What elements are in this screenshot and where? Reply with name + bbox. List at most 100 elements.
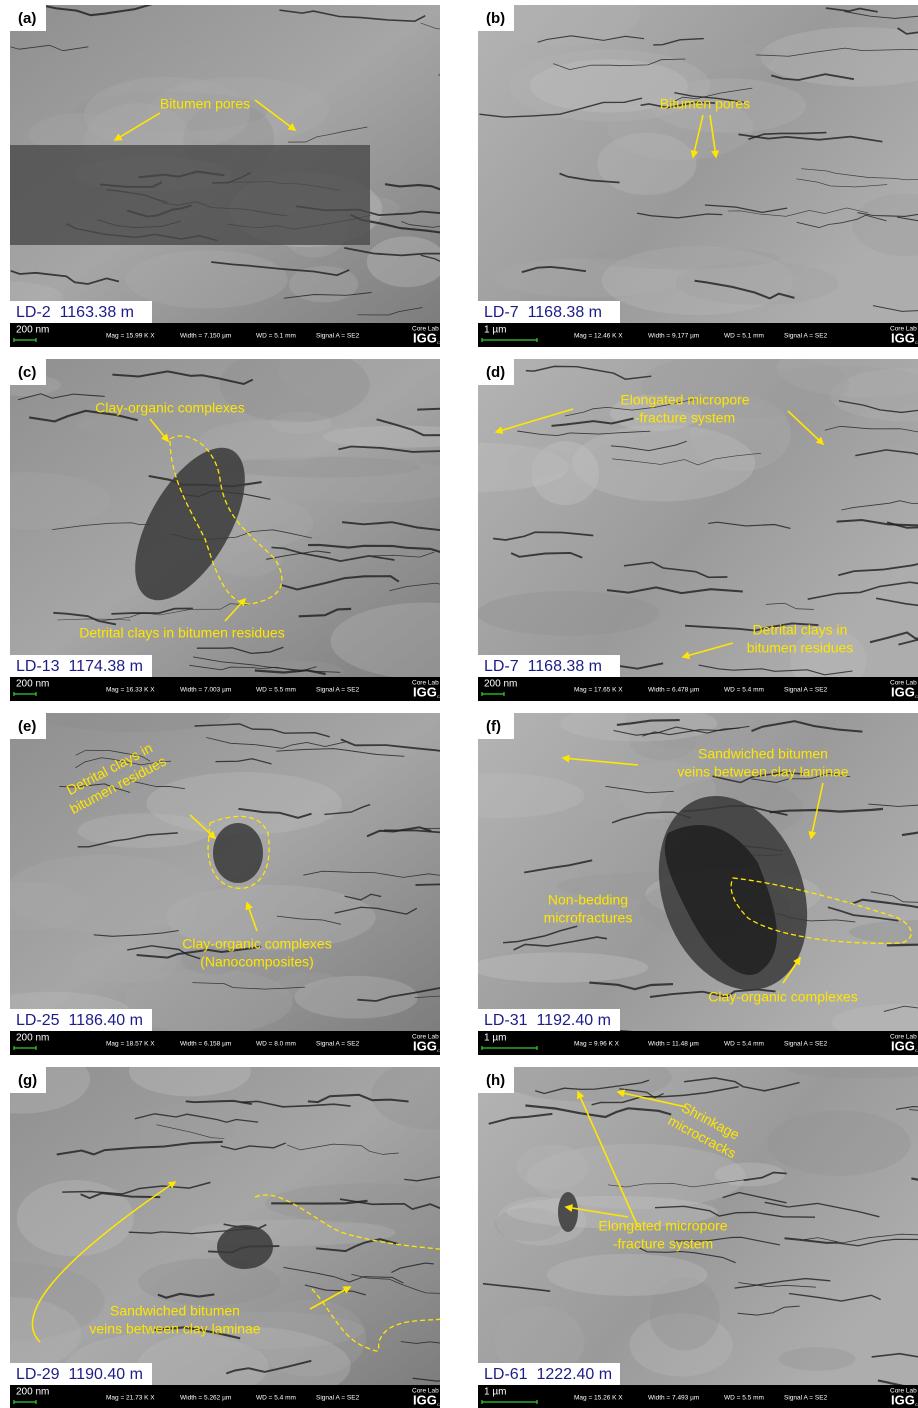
info-wd: WD = 5.1 mm — [724, 333, 764, 340]
grain — [683, 43, 776, 70]
panel-label: (c) — [18, 364, 36, 381]
grain — [641, 352, 849, 419]
annotation: -fracture system — [613, 1236, 713, 1252]
logo-main: IGG — [891, 1038, 915, 1053]
info-mag: Mag = 17.65 K X — [574, 687, 623, 694]
grain — [470, 952, 648, 982]
annotation: bitumen residues — [747, 640, 854, 656]
logo-main: IGG — [891, 684, 915, 699]
micrograph: Sandwiched bitumenveins between clay lam… — [412, 688, 918, 1041]
grain — [547, 1254, 707, 1296]
info-wd: WD = 5.4 mm — [724, 687, 764, 694]
grain — [39, 697, 230, 732]
annotation: Bitumen pores — [660, 96, 750, 112]
logo-sub: CAS — [437, 340, 446, 345]
annotation: Clay-organic complexes — [182, 936, 331, 952]
panel: Sandwiched bitumen veins between clay lam… — [0, 1045, 525, 1408]
annotation: veins between clay laminae — [89, 1321, 260, 1337]
panel-label: (a) — [18, 10, 36, 27]
logo-main: IGG — [891, 1392, 915, 1407]
bitumen-band — [10, 145, 370, 245]
grain — [517, 1145, 589, 1190]
annotation: Detrital clays in bitumen residues — [79, 625, 284, 641]
info-signal: Signal A = SE2 — [784, 1041, 828, 1048]
organic-matter — [558, 1192, 578, 1232]
organic-matter — [217, 1225, 273, 1269]
info-signal: Signal A = SE2 — [316, 1395, 360, 1402]
grain — [715, 1163, 785, 1187]
grain — [367, 236, 447, 287]
panel: ShrinkagemicrocracksElongated micropore-… — [478, 1053, 918, 1408]
micrograph: Clay-organic complexes Detrital clays in … — [0, 335, 522, 681]
annotation: Elongated micropore — [620, 392, 749, 408]
sample-label: LD-13 1174.38 m — [16, 658, 143, 675]
grain — [779, 1347, 855, 1371]
info-mag: Mag = 15.26 K X — [574, 1395, 623, 1402]
info-mag: Mag = 15.99 K X — [106, 333, 155, 340]
panel: Sandwiched bitumenveins between clay lam… — [412, 688, 918, 1055]
info-signal: Signal A = SE2 — [316, 333, 360, 340]
logo-main: IGG — [413, 1038, 437, 1053]
figure: Bitumen pores (a) LD-2 1163.38 m 200 nm Mag … — [0, 0, 918, 1408]
annotation: Sandwiched bitumen — [110, 1303, 240, 1319]
info-width: Width = 6.478 µm — [648, 687, 699, 694]
grain — [224, 457, 421, 478]
micrograph: ShrinkagemicrocracksElongated micropore-… — [478, 1053, 918, 1390]
info-wd: WD = 5.1 mm — [256, 333, 296, 340]
sample-label: LD-29 1190.40 m — [16, 1366, 143, 1383]
scale-text: 1 µm — [484, 325, 506, 336]
info-signal: Signal A = SE2 — [784, 687, 828, 694]
info-width: Width = 6.158 µm — [180, 1041, 231, 1048]
info-width: Width = 11.48 µm — [648, 1041, 699, 1048]
annotation: Bitumen pores — [160, 96, 250, 112]
annotation: Elongated micropore — [598, 1218, 727, 1234]
annotation: -fracture system — [635, 410, 735, 426]
info-width: Width = 7.150 µm — [180, 333, 231, 340]
logo-main: IGG — [413, 684, 437, 699]
micrograph: Bitumen pores — [478, 0, 918, 323]
annotation: Clay-organic complexes — [708, 989, 857, 1005]
micrograph: Sandwiched bitumen veins between clay lam… — [0, 1045, 525, 1405]
logo-main: IGG — [413, 330, 437, 345]
sample-label: LD-25 1186.40 m — [16, 1012, 143, 1029]
sample-label: LD-31 1192.40 m — [484, 1012, 611, 1029]
scale-text: 1 µm — [484, 1387, 506, 1398]
info-wd: WD = 5.4 mm — [256, 1395, 296, 1402]
info-signal: Signal A = SE2 — [784, 1395, 828, 1402]
grain — [139, 1103, 235, 1161]
annotation: (Nanocomposites) — [200, 954, 314, 970]
logo-sub: CAS — [437, 1402, 446, 1407]
panel-label: (h) — [486, 1072, 505, 1089]
annotation: Clay-organic complexes — [95, 400, 244, 416]
panel-label: (f) — [486, 718, 501, 735]
grain — [767, 1111, 910, 1176]
grain — [498, 1053, 672, 1102]
info-wd: WD = 5.5 mm — [256, 687, 296, 694]
grain — [560, 706, 718, 742]
panel: Elongated micropore -fracture system Detri… — [389, 337, 918, 701]
scale-text: 200 nm — [16, 1387, 49, 1398]
logo-sub: CAS — [437, 1048, 446, 1053]
annotation: Detrital clays in — [753, 622, 848, 638]
sample-label: LD-7 1168.38 m — [484, 658, 602, 675]
panel-label: (d) — [486, 364, 505, 381]
panel-label: (b) — [486, 10, 505, 27]
scale-text: 200 nm — [484, 679, 517, 690]
info-width: Width = 7.493 µm — [648, 1395, 699, 1402]
info-wd: WD = 8.0 mm — [256, 1041, 296, 1048]
info-mag: Mag = 9.96 K X — [574, 1041, 620, 1048]
grain — [274, 972, 344, 999]
grain — [675, 261, 838, 304]
info-width: Width = 9.177 µm — [648, 333, 699, 340]
logo-main: IGG — [891, 330, 915, 345]
logo-sub: CAS — [437, 694, 446, 699]
grain — [572, 425, 755, 502]
info-mag: Mag = 12.46 K X — [574, 333, 623, 340]
annotation: veins between clay laminae — [677, 764, 848, 780]
grain — [73, 944, 177, 983]
sample-label: LD-2 1163.38 m — [16, 304, 134, 321]
info-mag: Mag = 18.57 K X — [106, 1041, 155, 1048]
annotation: Non-bedding — [548, 892, 628, 908]
panel-label: (e) — [18, 718, 36, 735]
scale-text: 200 nm — [16, 325, 49, 336]
